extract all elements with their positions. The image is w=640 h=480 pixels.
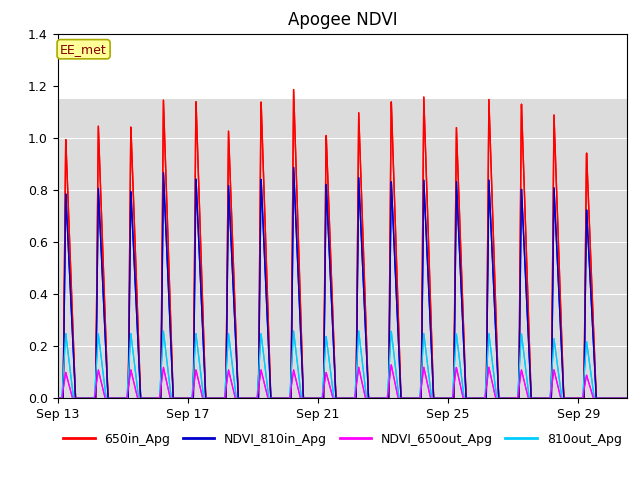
Legend: 650in_Apg, NDVI_810in_Apg, NDVI_650out_Apg, 810out_Apg: 650in_Apg, NDVI_810in_Apg, NDVI_650out_A… xyxy=(58,428,627,451)
Text: EE_met: EE_met xyxy=(60,43,107,56)
Title: Apogee NDVI: Apogee NDVI xyxy=(287,11,397,29)
Bar xyxy=(58,34,627,99)
